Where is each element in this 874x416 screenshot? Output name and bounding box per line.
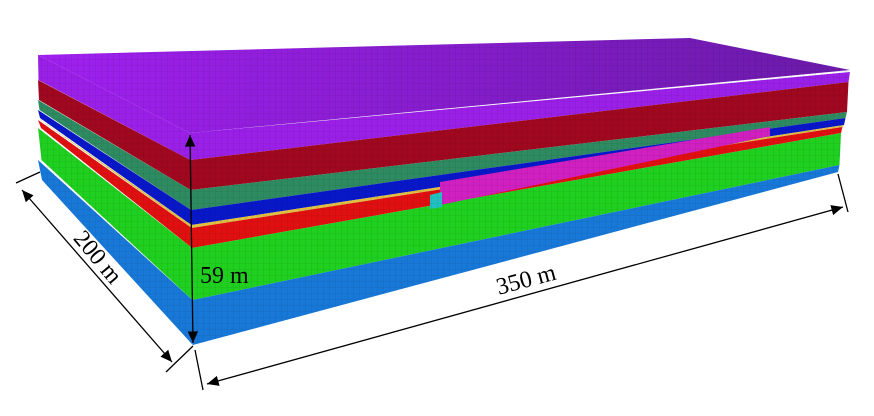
height-label: 59 m	[200, 263, 249, 289]
width-dimension	[21, 189, 173, 363]
mesh-block	[38, 38, 850, 345]
dimensions	[15, 134, 849, 391]
length-dimension	[206, 205, 844, 386]
height-dimension	[184, 134, 199, 344]
